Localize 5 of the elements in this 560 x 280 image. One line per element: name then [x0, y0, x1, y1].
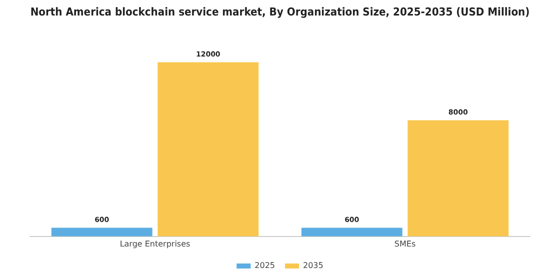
x-tick-label: SMEs	[394, 239, 416, 248]
legend-label: 2035	[303, 261, 324, 270]
legend-label: 2025	[254, 261, 275, 270]
chart-title: North America blockchain service market, By Organization Size, 2025-2035 (USD Million)	[30, 6, 530, 19]
x-tick-label: Large Enterprises	[120, 239, 190, 248]
